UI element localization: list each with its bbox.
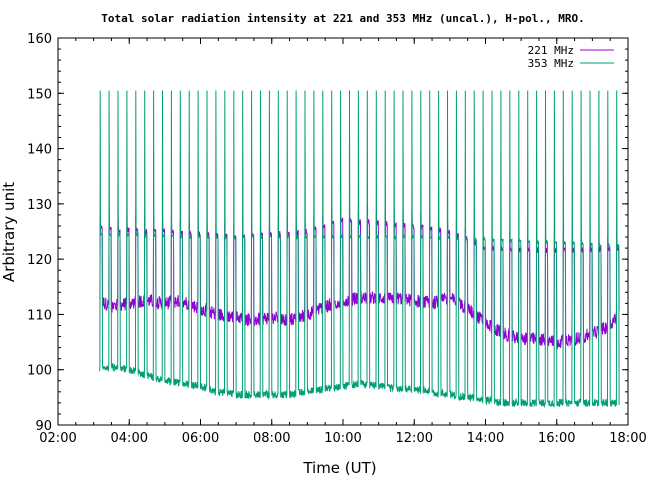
x-tick-label: 08:00 <box>253 431 290 446</box>
x-tick-label: 10:00 <box>324 431 361 446</box>
y-tick-label: 120 <box>27 253 52 268</box>
x-tick-label: 18:00 <box>609 431 646 446</box>
y-axis-label: Arbitrary unit <box>0 182 18 282</box>
x-tick-label: 12:00 <box>396 431 433 446</box>
chart-title: Total solar radiation intensity at 221 a… <box>101 12 584 25</box>
plot-area <box>99 90 620 409</box>
y-tick-label: 130 <box>27 198 52 213</box>
x-tick-label: 06:00 <box>182 431 219 446</box>
y-tick-label: 90 <box>35 419 52 434</box>
series-line-221-mhz <box>99 204 620 350</box>
y-tick-label: 160 <box>27 32 52 47</box>
y-tick-label: 110 <box>27 308 52 323</box>
x-tick-label: 14:00 <box>467 431 504 446</box>
x-tick-label: 16:00 <box>538 431 575 446</box>
x-tick-label: 02:00 <box>39 431 76 446</box>
legend-label: 353 MHz <box>528 57 574 70</box>
legend-label: 221 MHz <box>528 44 574 57</box>
y-tick-label: 140 <box>27 143 52 158</box>
y-tick-label: 100 <box>27 364 52 379</box>
y-tick-label: 150 <box>27 87 52 102</box>
x-tick-label: 04:00 <box>111 431 148 446</box>
x-axis-label: Time (UT) <box>302 459 376 477</box>
axes: 90 100 110 120 130 140 150 160 02:00 04:00 06:00 08… <box>27 32 647 446</box>
series-line-353-mhz <box>99 90 620 409</box>
